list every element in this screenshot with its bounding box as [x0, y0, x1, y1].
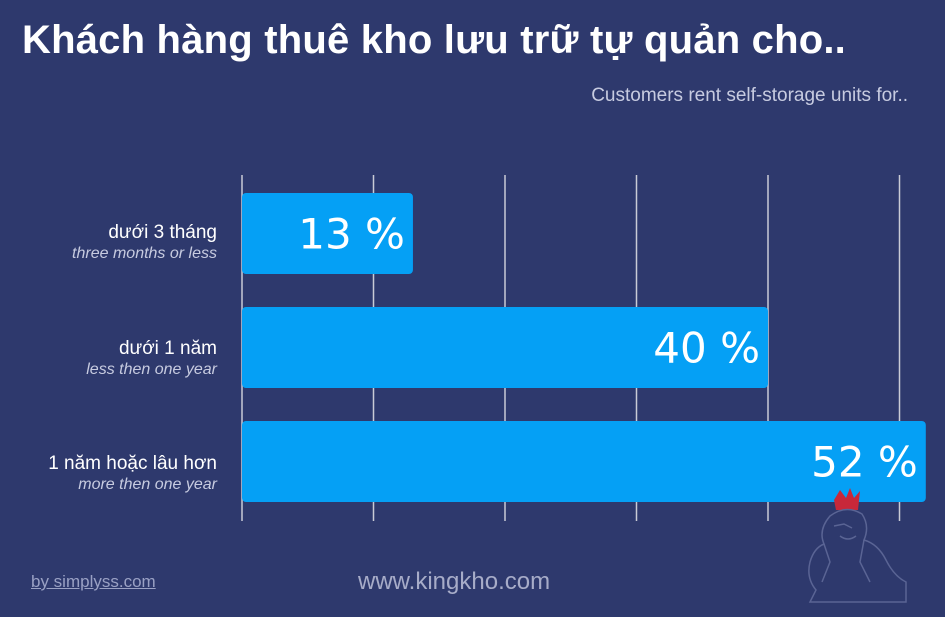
- bar-value-label: 13 %: [298, 210, 405, 259]
- chart-subtitle: Customers rent self-storage units for..: [591, 85, 908, 106]
- category-label-2: 1 năm hoặc lâu hơn more then one year: [48, 453, 217, 495]
- category-label-en: three months or less: [72, 245, 217, 262]
- chart-title: Khách hàng thuê kho lưu trữ tự quản cho.…: [22, 18, 846, 62]
- website-text: www.kingkho.com: [358, 568, 551, 595]
- bar: [242, 193, 413, 274]
- category-label-0: dưới 3 tháng three months or less: [72, 222, 217, 264]
- gorilla-logo-icon: [808, 488, 907, 603]
- category-label-vi: dưới 1 năm: [118, 338, 217, 359]
- bar-value-label: 40 %: [653, 324, 760, 373]
- bar: [242, 307, 768, 388]
- credit-link[interactable]: by simplyss.com: [31, 572, 156, 591]
- category-label-vi: 1 năm hoặc lâu hơn: [48, 453, 217, 474]
- category-label-vi: dưới 3 tháng: [108, 222, 217, 243]
- bar: [242, 421, 926, 502]
- category-label-en: more then one year: [78, 476, 217, 493]
- category-label-en: less then one year: [86, 361, 217, 378]
- category-label-1: dưới 1 năm less then one year: [86, 338, 217, 380]
- bar-value-label: 52 %: [811, 438, 918, 487]
